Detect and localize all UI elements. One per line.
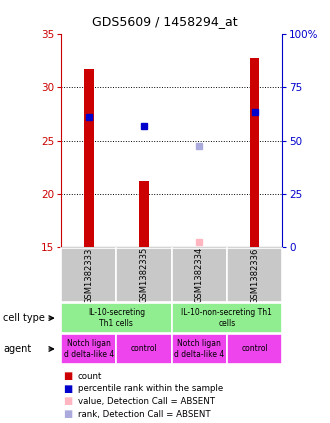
Bar	[116, 334, 172, 364]
Text: GSM1382335: GSM1382335	[140, 247, 148, 303]
Bar	[227, 334, 282, 364]
Bar	[61, 334, 116, 364]
Text: percentile rank within the sample: percentile rank within the sample	[78, 384, 223, 393]
Text: value, Detection Call = ABSENT: value, Detection Call = ABSENT	[78, 397, 214, 406]
Text: ■: ■	[63, 409, 72, 419]
Text: count: count	[78, 371, 102, 381]
Text: cell type: cell type	[3, 313, 45, 323]
Bar	[249, 58, 259, 247]
Bar	[172, 248, 227, 302]
Bar	[61, 303, 172, 333]
Bar	[61, 248, 116, 302]
Text: IL-10-non-secreting Th1
cells: IL-10-non-secreting Th1 cells	[182, 308, 272, 328]
Text: ■: ■	[63, 396, 72, 407]
Text: IL-10-secreting
Th1 cells: IL-10-secreting Th1 cells	[88, 308, 145, 328]
Text: Notch ligan
d delta-like 4: Notch ligan d delta-like 4	[64, 339, 114, 359]
Text: GSM1382336: GSM1382336	[250, 247, 259, 304]
Text: ■: ■	[63, 371, 72, 381]
Text: control: control	[131, 344, 157, 354]
Bar	[116, 248, 172, 302]
Text: GSM1382333: GSM1382333	[84, 247, 93, 304]
Text: GSM1382334: GSM1382334	[195, 247, 204, 303]
Text: Notch ligan
d delta-like 4: Notch ligan d delta-like 4	[174, 339, 224, 359]
Text: agent: agent	[3, 344, 32, 354]
Text: GDS5609 / 1458294_at: GDS5609 / 1458294_at	[92, 15, 238, 28]
Text: ■: ■	[63, 384, 72, 394]
Bar	[227, 248, 282, 302]
Text: control: control	[241, 344, 268, 354]
Bar	[172, 334, 227, 364]
Bar	[139, 181, 149, 247]
Bar	[172, 303, 282, 333]
Bar	[84, 69, 94, 247]
Text: rank, Detection Call = ABSENT: rank, Detection Call = ABSENT	[78, 409, 210, 419]
